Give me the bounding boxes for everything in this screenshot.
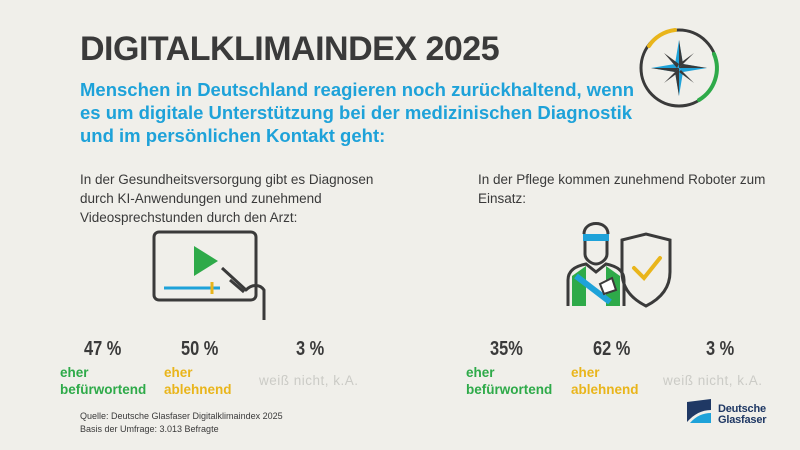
left-stat-positive: 47 % <box>84 338 122 360</box>
right-stat-positive: 35% <box>490 338 523 360</box>
deutsche-glasfaser-logo <box>687 399 711 423</box>
compass-icon <box>639 28 719 108</box>
page-subtitle: Menschen in Deutschland reagieren noch z… <box>80 79 635 146</box>
left-label-positive: eher befürwortend <box>60 365 147 397</box>
right-panel-question: In der Pflege kommen zunehmend Roboter z… <box>478 172 766 206</box>
logo-wordmark: Deutsche Glasfaser <box>718 403 767 426</box>
right-stat-negative: 62 % <box>593 338 631 360</box>
video-tablet-icon <box>152 230 266 320</box>
left-panel-question: In der Gesundheitsversorgung gibt es Dia… <box>80 172 374 225</box>
right-label-unknown: weiß nicht, k.A. <box>663 373 763 388</box>
left-label-negative: eher ablehnend <box>164 365 232 397</box>
page-title: DIGITALKLIMAINDEX 2025 <box>80 30 500 68</box>
right-label-positive: eher befürwortend <box>466 365 553 397</box>
left-stat-unknown: 3 % <box>296 338 325 360</box>
left-stat-negative: 50 % <box>181 338 219 360</box>
right-stat-unknown: 3 % <box>706 338 735 360</box>
source-line: Quelle: Deutsche Glasfaser Digitalklimai… <box>80 411 283 421</box>
robot-caregiver-shield-icon <box>566 222 672 308</box>
survey-base-line: Basis der Umfrage: 3.013 Befragte <box>80 424 219 434</box>
right-label-negative: eher ablehnend <box>571 365 639 397</box>
left-label-unknown: weiß nicht, k.A. <box>259 373 359 388</box>
source-note: Quelle: Deutsche Glasfaser Digitalklimai… <box>80 410 283 436</box>
